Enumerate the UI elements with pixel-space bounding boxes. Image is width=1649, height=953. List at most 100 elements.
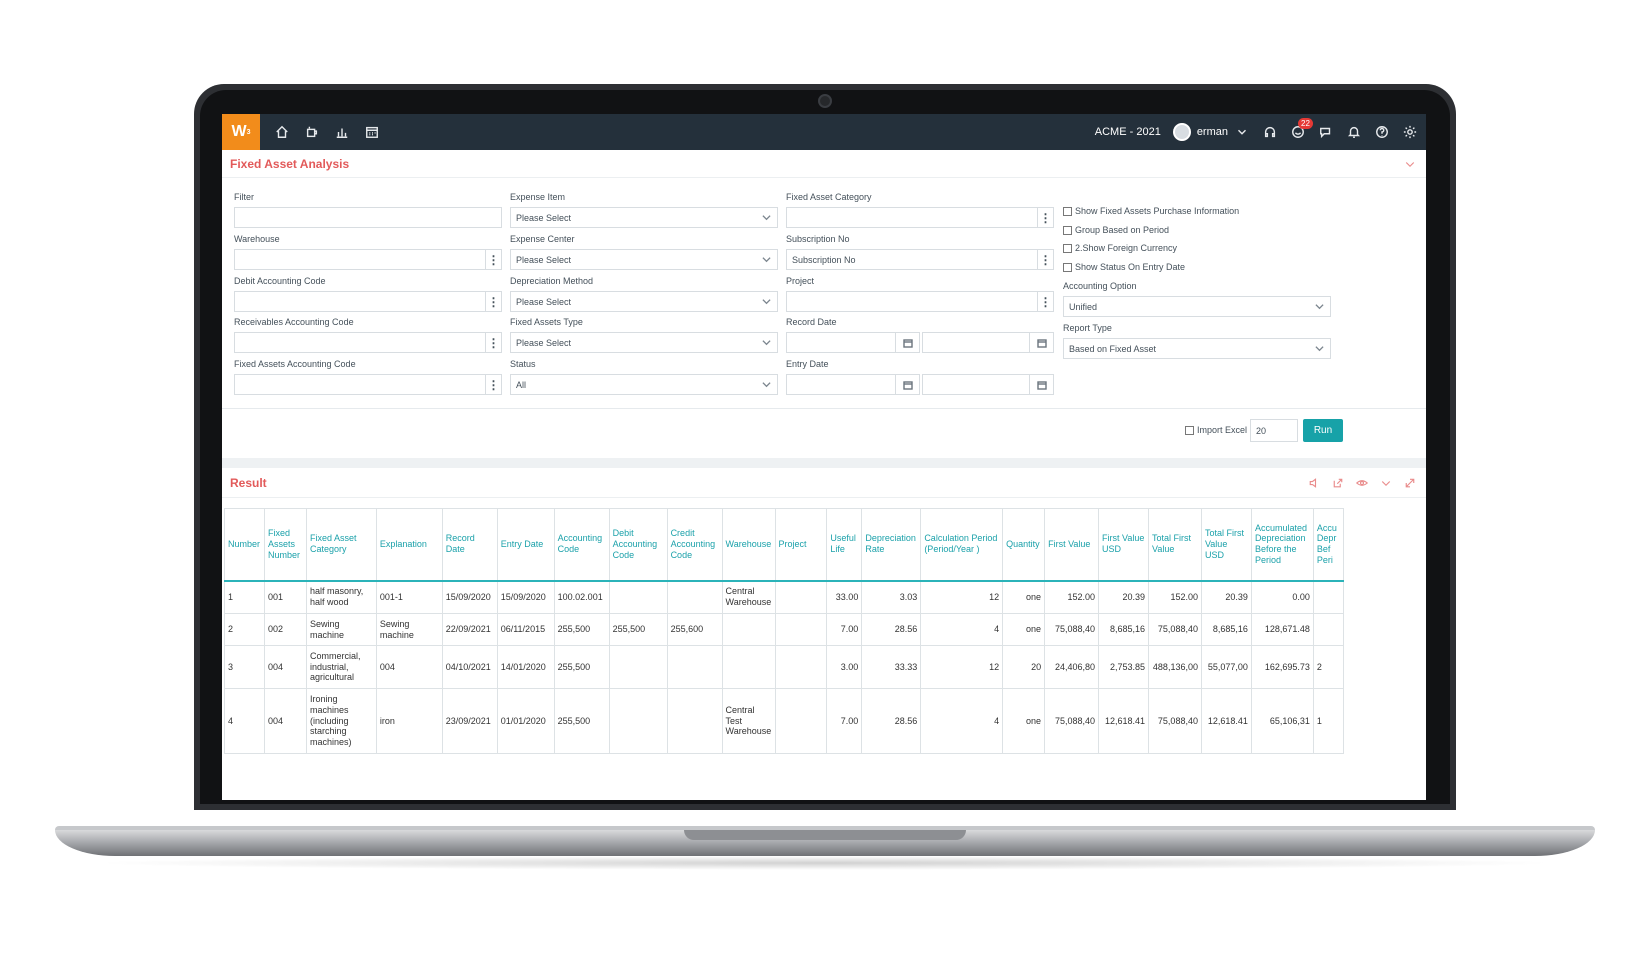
column-header[interactable]: Fixed Assets Number [263,508,307,582]
entry-date-start-input[interactable] [786,374,896,395]
gear-icon[interactable] [1402,124,1418,140]
column-header[interactable]: Explanation [375,508,443,582]
entry-date-end-input[interactable] [922,374,1030,395]
report-type-label: Report Type [1063,323,1112,333]
category-menu-button[interactable]: ⋮ [1038,207,1054,228]
fixed-assets-type-select[interactable]: Please Select [510,332,778,353]
smile-icon[interactable]: 22 [1290,118,1313,140]
table-cell: 14/01/2020 [496,645,555,689]
column-header[interactable]: Useful Life [826,508,863,582]
column-header[interactable]: Credit Accounting Code [666,508,723,582]
column-header[interactable]: Accu Depr Bef Peri [1312,508,1344,582]
expand-icon[interactable] [1402,475,1418,491]
import-excel-checkbox[interactable]: Import Excel [1185,425,1247,435]
collapse-icon[interactable] [1402,156,1418,172]
calendar-icon[interactable] [364,124,380,140]
column-header[interactable]: Accounting Code [553,508,610,582]
column-header[interactable]: Entry Date [496,508,555,582]
report-type-select[interactable]: Based on Fixed Asset [1063,338,1331,359]
cup-icon[interactable] [304,124,320,140]
run-button[interactable]: Run [1303,419,1343,442]
chat-icon[interactable] [1318,124,1334,140]
help-icon[interactable] [1374,124,1390,140]
subscription-menu-button[interactable]: ⋮ [1038,249,1054,270]
record-date-start-calendar-icon[interactable] [896,332,920,353]
column-header[interactable]: Total First Value USD [1200,508,1252,582]
table-cell: 22/09/2021 [441,613,498,646]
column-header[interactable]: First Value [1044,508,1100,582]
column-header[interactable]: Number [224,508,265,582]
depreciation-method-label: Depreciation Method [510,276,594,286]
column-header[interactable]: Warehouse [721,508,776,582]
column-header[interactable]: Accumulated Depreciation Before the Peri… [1250,508,1314,582]
receivables-input[interactable] [234,332,486,353]
project-input[interactable] [786,291,1038,312]
subscription-input[interactable]: Subscription No [786,249,1038,270]
record-date-start-input[interactable] [786,332,896,353]
column-header[interactable]: Record Date [441,508,498,582]
table-cell: 75,088,40 [1044,688,1100,754]
column-header[interactable]: First Value USD [1098,508,1149,582]
accounting-option-label: Accounting Option [1063,281,1137,291]
expense-item-select[interactable]: Please Select [510,207,778,228]
column-header[interactable]: Quantity [1002,508,1046,582]
table-cell: 152.00 [1147,580,1202,614]
column-header[interactable]: Project [774,508,828,582]
fixed-assets-code-menu-button[interactable]: ⋮ [486,374,502,395]
debit-input[interactable] [234,291,486,312]
foreign-currency-checkbox[interactable]: 2.Show Foreign Currency [1063,243,1177,253]
table-cell: 002 [263,613,307,646]
warehouse-input[interactable] [234,249,486,270]
page-size-input[interactable]: 20 [1250,419,1298,442]
fixed-assets-code-input[interactable] [234,374,486,395]
table-row[interactable]: 3 004 Commercial, industrial, agricultural… [224,645,1344,689]
table-cell [1312,580,1344,614]
record-date-end-calendar-icon[interactable] [1030,332,1054,353]
column-header[interactable]: Depreciation Rate [861,508,922,582]
chart-icon[interactable] [334,124,350,140]
headset-icon[interactable] [1262,124,1278,140]
record-date-end-input[interactable] [922,332,1030,353]
group-period-checkbox[interactable]: Group Based on Period [1063,225,1169,235]
section-separator [222,458,1426,468]
chevron-down-icon[interactable] [1378,475,1394,491]
table-cell: one [1002,688,1046,754]
project-menu-button[interactable]: ⋮ [1038,291,1054,312]
status-entry-checkbox[interactable]: Show Status On Entry Date [1063,262,1185,272]
column-header[interactable]: Fixed Asset Category [305,508,377,582]
user-menu[interactable]: erman [1172,123,1250,141]
column-header[interactable]: Debit Accounting Code [608,508,668,582]
bell-icon[interactable] [1346,124,1362,140]
purchase-info-checkbox[interactable]: Show Fixed Assets Purchase Information [1063,206,1239,216]
result-title: Result [230,475,267,490]
result-table: Number Fixed Assets Number Fixed Asset Cat… [224,508,1344,754]
column-header[interactable]: Calculation Period (Period/Year ) [920,508,1004,582]
entry-date-end-calendar-icon[interactable] [1030,374,1054,395]
expense-center-select[interactable]: Please Select [510,249,778,270]
table-header-row: Number Fixed Assets Number Fixed Asset Cat… [224,508,1344,582]
table-cell: 128,671.48 [1250,613,1314,646]
depreciation-method-select[interactable]: Please Select [510,291,778,312]
category-input[interactable] [786,207,1038,228]
table-row[interactable]: 4 004 Ironing machines (including starchin… [224,688,1344,754]
company-name[interactable]: ACME - 2021 [1094,126,1161,138]
eye-icon[interactable] [1354,475,1370,491]
speaker-icon[interactable] [1306,475,1322,491]
entry-date-start-calendar-icon[interactable] [896,374,920,395]
warehouse-menu-button[interactable]: ⋮ [486,249,502,270]
table-cell [608,645,668,689]
status-select[interactable]: All [510,374,778,395]
accounting-option-select[interactable]: Unified [1063,296,1331,317]
filter-input[interactable] [234,207,502,228]
table-cell: 3.00 [826,645,863,689]
home-icon[interactable] [274,124,290,140]
column-header[interactable]: Total First Value [1147,508,1202,582]
table-cell: 3 [224,645,265,689]
receivables-menu-button[interactable]: ⋮ [486,332,502,353]
table-row[interactable]: 1 001 half masonry, half wood 001-1 15/09/20… [224,580,1344,614]
subscription-label: Subscription No [786,234,850,244]
export-icon[interactable] [1330,475,1346,491]
debit-menu-button[interactable]: ⋮ [486,291,502,312]
table-row[interactable]: 2 002 Sewing machine Sewing machine 22/09/20… [224,613,1344,646]
